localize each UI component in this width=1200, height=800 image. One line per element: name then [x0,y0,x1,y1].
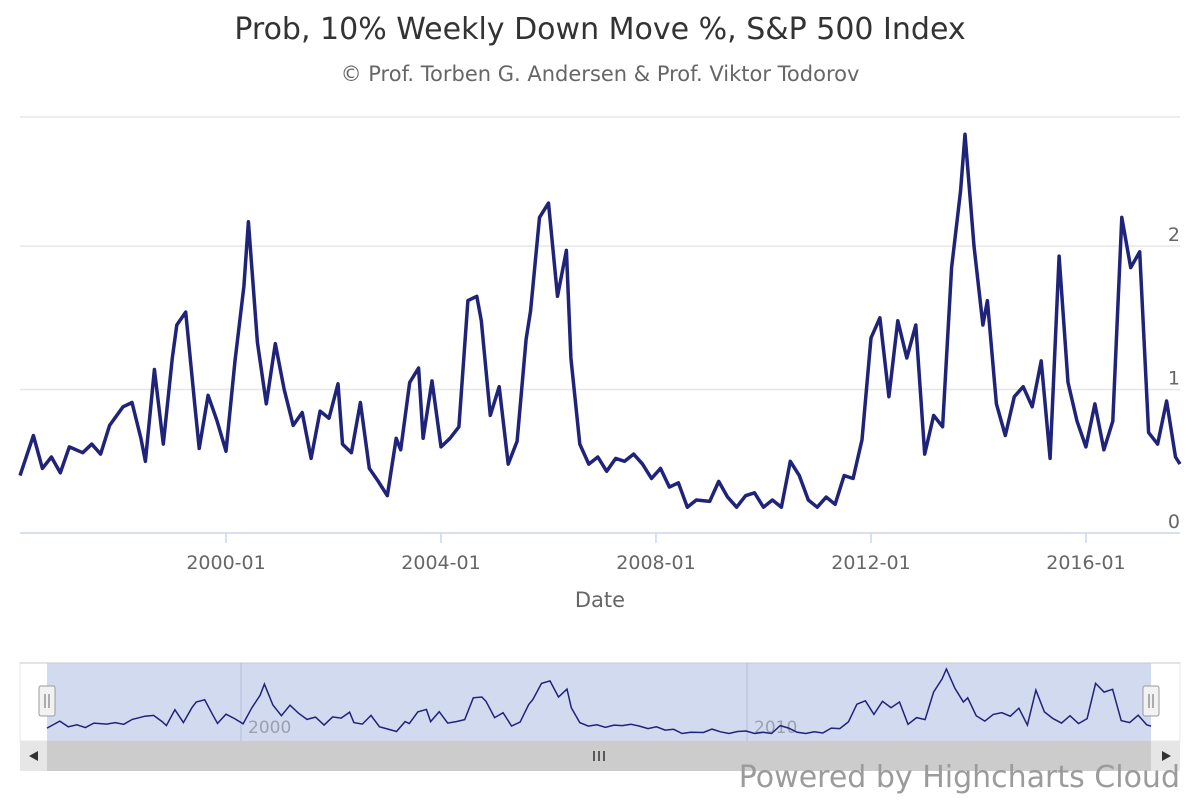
x-axis: 2000-01 2004-01 2008-01 2012-01 2016-01 [186,533,1126,574]
x-axis-title: Date [575,588,625,612]
x-tick-label: 2008-01 [616,552,695,574]
y-tick-label: 1 [1168,368,1180,390]
y-axis: 0 1 2 [1168,224,1180,533]
navigator[interactable]: 2000 2010 [19,662,1181,742]
arrow-left-icon [29,751,38,761]
gridlines [20,116,1180,534]
navigator-right-handle[interactable] [1142,685,1160,717]
navigator-left-handle[interactable] [38,685,56,717]
navigator-selected-range[interactable] [47,663,1151,741]
scroll-left-button[interactable] [20,741,47,771]
navigator-series-line [46,667,1152,735]
scroll-right-button[interactable] [1151,741,1180,771]
y-tick-label: 2 [1168,224,1180,246]
arrow-right-icon [1162,751,1171,761]
x-tick-label: 2016-01 [1046,552,1125,574]
x-tick-label: 2000-01 [186,552,265,574]
scrollbar[interactable] [20,741,1180,771]
chart-title: Prob, 10% Weekly Down Move %, S&P 500 In… [234,12,966,47]
x-tick-label: 2012-01 [831,552,910,574]
y-tick-label: 0 [1168,511,1180,533]
x-tick-label: 2004-01 [401,552,480,574]
chart-subtitle: © Prof. Torben G. Andersen & Prof. Vikto… [340,62,860,86]
series-line[interactable] [18,132,1182,509]
navigator-label-2000: 2000 [248,718,291,738]
credits-link[interactable]: Powered by Highcharts Cloud [738,760,1180,795]
navigator-label-2010: 2010 [754,718,797,738]
scrollbar-grip-icon [593,751,605,761]
